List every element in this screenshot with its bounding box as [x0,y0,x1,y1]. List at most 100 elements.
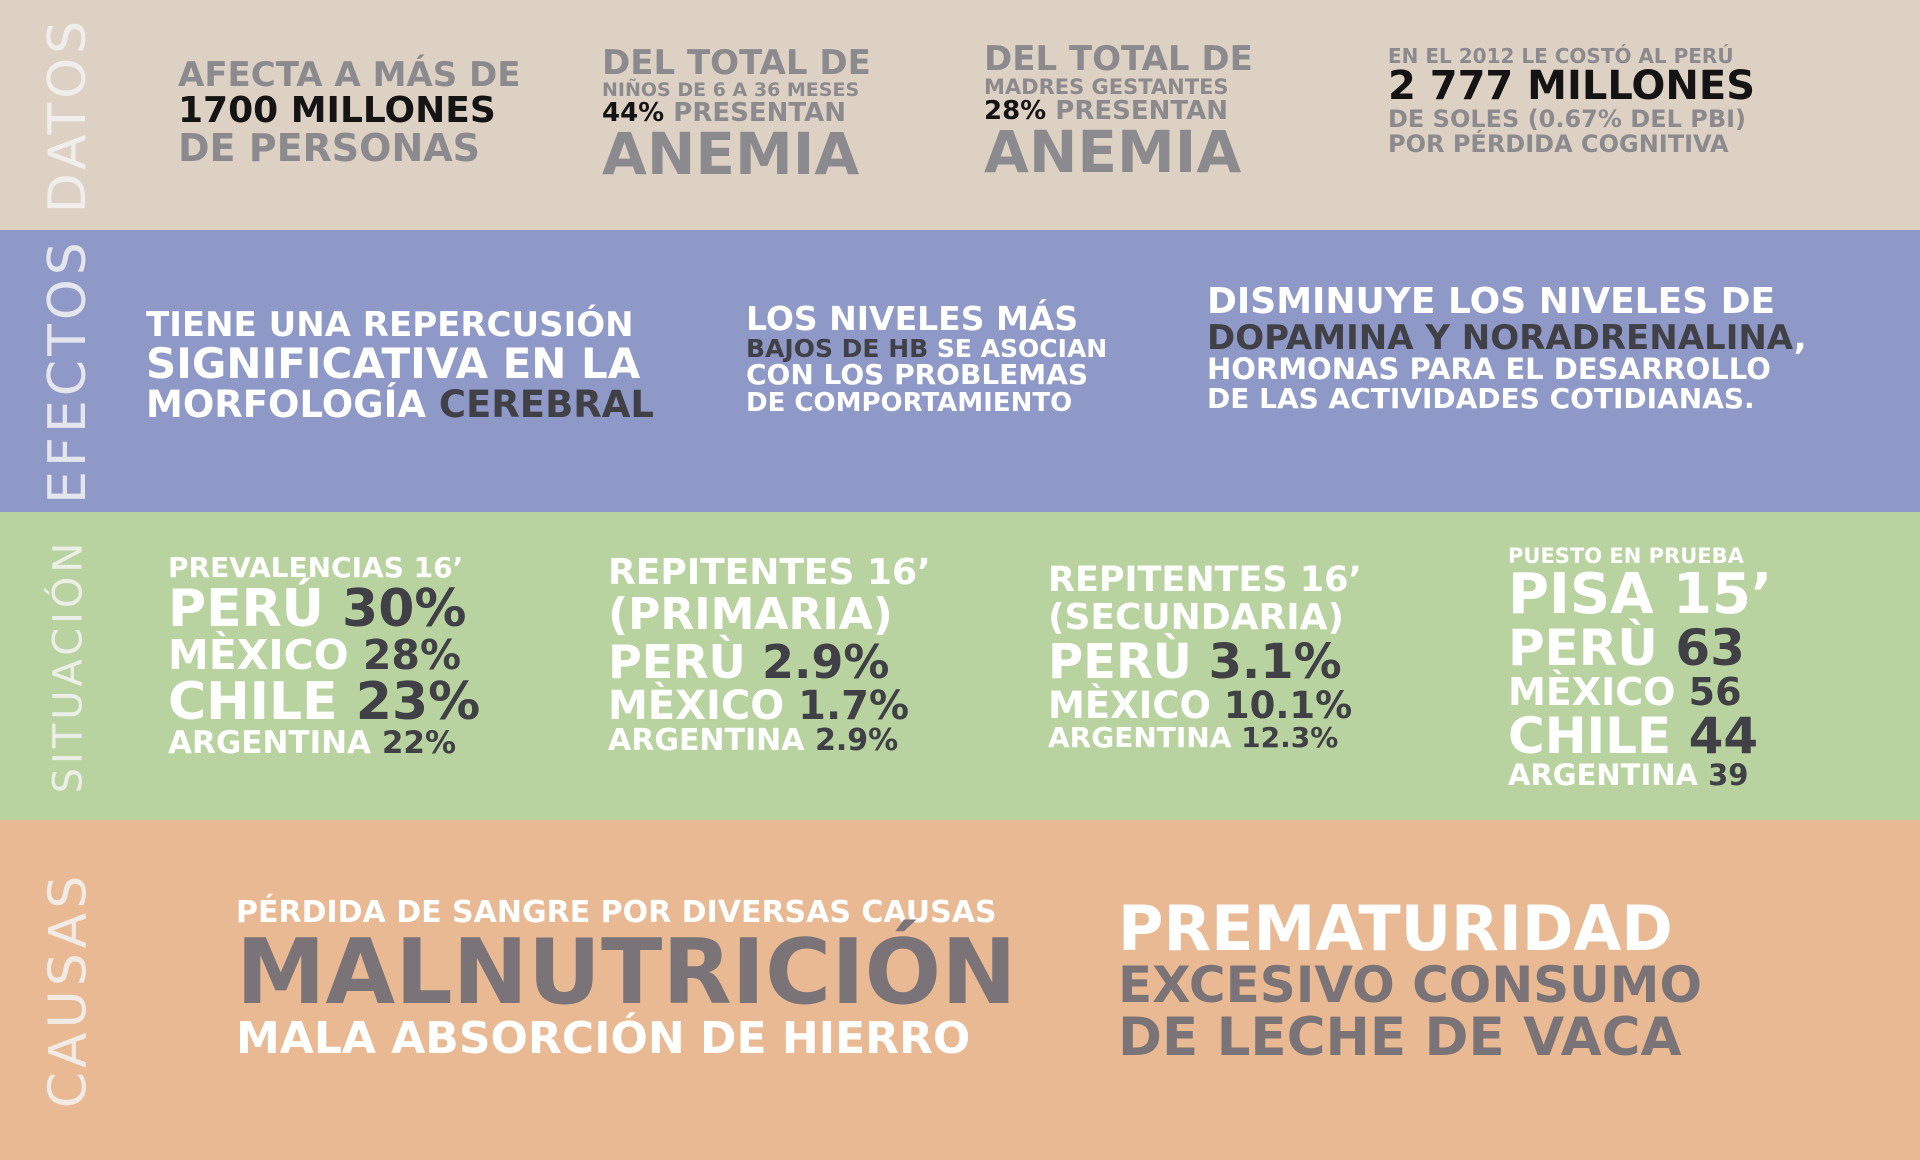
datos-children-line1: DEL TOTAL DE [602,43,871,83]
efectos-block-dopamine: DISMINUYE LOS NIVELES DE DOPAMINA Y NORA… [1207,281,1807,415]
efectos-hb-line4: DE COMPORTAMIENTO [746,387,1073,418]
sec-row-argentina: ARGENTINA 12.3% [1048,720,1362,754]
causas-label: CAUSAS [38,871,98,1109]
efectos-dop-line2: DOPAMINA Y NORADRENALINA, [1207,317,1807,358]
efectos-brain-line1: TIENE UNA REPERCUSIÓN [146,305,634,345]
datos-block-cost: EN EL 2012 LE COSTÓ AL PERÚ 2 777 MILLON… [1388,44,1756,158]
efectos-band: EFECTOS TIENE UNA REPERCUSIÓN SIGNIFICAT… [0,230,1920,512]
pisa-country: PERÙ [1508,619,1658,678]
efectos-dop-line1: DISMINUYE LOS NIVELES DE [1207,281,1776,322]
pisa-row-argentina: ARGENTINA 39 [1508,761,1772,790]
prev-country: PERÚ [168,578,324,639]
sec-value: 12.3% [1241,720,1339,754]
sec-row-mexico: MÈXICO 10.1% [1048,687,1362,724]
prim-country: MÈXICO [608,683,785,730]
sec-value: 10.1% [1223,683,1353,727]
datos-cost-line4: POR PÉRDIDA COGNITIVA [1388,129,1729,158]
efectos-hb-bajos: BAJOS DE HB [746,333,929,363]
efectos-dop-line3: HORMONAS PARA EL DESARROLLO [1207,352,1771,387]
efectos-dop-line4: DE LAS ACTIVIDADES COTIDIANAS. [1207,381,1755,415]
datos-children-present: PRESENTAN [673,98,846,129]
efectos-brain-cerebral: CEREBRAL [438,382,654,426]
prev-country: CHILE [168,671,338,732]
datos-cost-line3: DE SOLES (0.67% DEL PBI) [1388,105,1747,134]
prev-country: ARGENTINA [168,724,372,761]
datos-mothers-line2: MADRES GESTANTES [984,74,1229,99]
sec-value: 3.1% [1208,633,1342,690]
situacion-col-pisa: PUESTO EN PRUEBA PISA 15’ PERÙ 63 MÈXICO… [1508,545,1772,790]
pisa-country: MÈXICO [1508,670,1676,715]
efectos-hb-asocian: SE ASOCIAN [936,333,1108,363]
efectos-brain-line3: MORFOLOGÍA CEREBRAL [146,382,654,426]
prim-row-peru: PERÙ 2.9% [608,638,931,686]
efectos-block-hb: LOS NIVELES MÁS BAJOS DE HB SE ASOCIAN C… [746,302,1107,416]
prim-value: 2.9% [761,634,890,689]
datos-block-people: AFECTA A MÁS DE 1700 MILLONES DE PERSONA… [178,58,521,168]
efectos-brain-morfologia: MORFOLOGÍA [146,382,426,426]
datos-children-line2: NIÑOS DE 6 A 36 MESES [602,78,860,101]
pisa-row-peru: PERÙ 63 [1508,623,1772,673]
pisa-value: 63 [1675,619,1745,678]
efectos-hb-line1: LOS NIVELES MÁS [746,299,1079,338]
datos-side-label: DATOS [38,0,98,230]
pisa-row-mexico: MÈXICO 56 [1508,673,1772,711]
pisa-country: CHILE [1508,707,1672,766]
causas-iron-absorption: MALA ABSORCIÓN DE HIERRO [236,1012,971,1064]
situacion-side-label: SITUACIÓN [42,512,94,820]
datos-label: DATOS [38,16,98,214]
pisa-row-chile: CHILE 44 [1508,711,1772,761]
efectos-label: EFECTOS [38,238,99,504]
datos-block-children: DEL TOTAL DE NIÑOS DE 6 A 36 MESES 44% P… [602,43,871,188]
datos-cost-line1: EN EL 2012 LE COSTÓ AL PERÚ [1388,44,1734,68]
efectos-brain-line2: SIGNIFICATIVA EN LA [146,338,641,388]
datos-children-line3: 44% PRESENTAN [602,100,871,127]
efectos-side-label: EFECTOS [38,230,98,512]
datos-mothers-line3: 28% PRESENTAN [984,98,1253,125]
prev-row-peru: PERÚ 30% [168,583,480,635]
datos-children-anemia: ANEMIA [602,119,860,188]
situacion-label: SITUACIÓN [45,538,92,794]
sec-country: ARGENTINA [1048,720,1232,754]
datos-mothers-anemia: ANEMIA [984,117,1242,186]
prev-value: 22% [381,724,457,761]
datos-block-mothers: DEL TOTAL DE MADRES GESTANTES 28% PRESEN… [984,42,1253,186]
efectos-dop-comma: , [1793,317,1807,358]
prim-value: 2.9% [814,723,899,759]
datos-cost-amount: 2 777 MILLONES [1388,63,1756,110]
efectos-dop-dopamina: DOPAMINA Y NORADRENALINA [1207,317,1794,358]
causas-left-block: PÉRDIDA DE SANGRE POR DIVERSAS CAUSAS MA… [236,895,1017,1064]
causas-blood-loss: PÉRDIDA DE SANGRE POR DIVERSAS CAUSAS [236,895,997,930]
prim-row-mexico: MÈXICO 1.7% [608,686,931,726]
sec-head2: (SECUNDARIA) [1048,596,1344,638]
datos-children-pct: 44% [602,98,665,129]
prim-country: ARGENTINA [608,723,805,759]
sec-country: PERÙ [1048,633,1192,690]
efectos-hb-line3: CON LOS PROBLEMAS [746,358,1088,392]
prim-value: 1.7% [798,683,910,730]
prev-country: MÈXICO [168,630,349,679]
datos-mothers-pct: 28% [984,96,1047,127]
prim-head1: REPITENTES 16’ [608,552,931,593]
situacion-band: SITUACIÓN PREVALENCIAS 16’ PERÚ 30% MÈXI… [0,512,1920,820]
causas-right-block: PREMATURIDAD EXCESIVO CONSUMO DE LECHE D… [1118,898,1702,1065]
causas-side-label: CAUSAS [38,820,98,1160]
prim-head2: (PRIMARIA) [608,588,893,640]
prev-row-chile: CHILE 23% [168,676,480,728]
sec-head1: REPITENTES 16’ [1048,560,1362,600]
prim-row-argentina: ARGENTINA 2.9% [608,726,931,756]
efectos-hb-line2: BAJOS DE HB SE ASOCIAN [746,333,1108,363]
causas-prematurity: PREMATURIDAD [1118,892,1673,965]
prev-row-argentina: ARGENTINA 22% [168,724,480,761]
situacion-col-prevalence: PREVALENCIAS 16’ PERÚ 30% MÈXICO 28% CHI… [168,553,480,761]
datos-people-millions: 1700 MILLONES [178,89,496,131]
efectos-block-brain: TIENE UNA REPERCUSIÓN SIGNIFICATIVA EN L… [146,308,654,423]
situacion-col-primaria: REPITENTES 16’ (PRIMARIA) PERÙ 2.9% MÈXI… [608,554,931,756]
prev-value: 30% [342,578,467,639]
prev-value: 23% [355,671,481,732]
datos-people-line1: AFECTA A MÁS DE [178,55,521,95]
datos-band: DATOS AFECTA A MÁS DE 1700 MILLONES DE P… [0,0,1920,230]
sec-country: MÈXICO [1048,683,1211,727]
causas-excess-milk-line1: EXCESIVO CONSUMO [1118,956,1703,1014]
datos-people-line3: DE PERSONAS [178,126,481,171]
pisa-value: 44 [1688,707,1759,766]
